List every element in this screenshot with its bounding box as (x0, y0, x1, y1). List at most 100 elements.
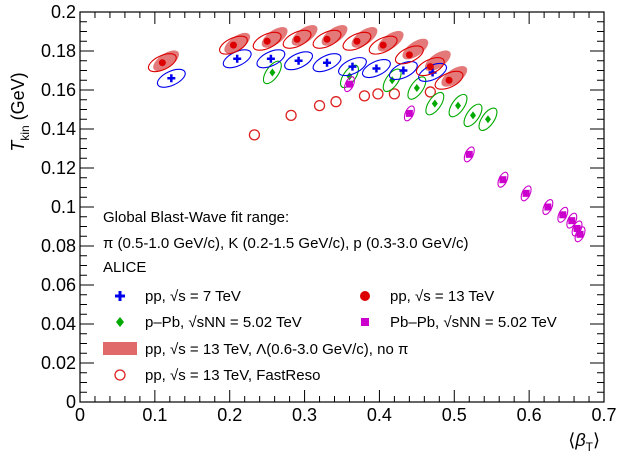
legend-marker-band (103, 342, 137, 355)
x-tick-label: 0 (75, 405, 85, 425)
data-point-cross (372, 64, 381, 73)
contour-ellipse (156, 68, 186, 88)
contour-ellipse (343, 76, 355, 93)
legend-entry-pp-13tev-lambda: pp, √s = 13 TeV, Λ(0.6-3.0 GeV/c), no π (103, 341, 408, 358)
y-tick-label: 0.16 (41, 80, 76, 100)
series-square (343, 76, 586, 243)
legend-label-pp-7tev: pp, √s = 7 TeV (145, 288, 241, 305)
data-point-square (405, 109, 413, 117)
contour-ellipse (403, 105, 415, 122)
y-tick-label: 0.18 (41, 41, 76, 61)
legend-entry-fastreso: pp, √s = 13 TeV, FastReso (114, 367, 320, 384)
x-tick-label: 0.5 (442, 405, 467, 425)
y-tick-label: 0.2 (51, 2, 76, 22)
y-tick-label: 0.08 (41, 236, 76, 256)
data-point-circle (426, 63, 434, 71)
data-point-circle (445, 76, 453, 84)
y-tick-label: 0.06 (41, 275, 76, 295)
x-tick-label: 0.6 (517, 405, 542, 425)
y-tick-label: 0.1 (51, 197, 76, 217)
data-point-cross (348, 62, 357, 71)
data-point-diamond (413, 84, 420, 93)
x-tick-label: 0.4 (367, 405, 392, 425)
data-point-circle (323, 35, 331, 43)
data-point-diamond (470, 111, 476, 120)
contour-ellipse (574, 226, 586, 243)
data-point-square (522, 189, 530, 197)
fastreso-point (372, 88, 384, 100)
x-tick-label: 0.7 (591, 405, 616, 425)
x-tick-label: 0.3 (292, 405, 317, 425)
legend-entry-pbpb: Pb–Pb, √sNN = 5.02 TeV (361, 314, 557, 331)
fastreso-point (330, 96, 342, 108)
data-point-cross (233, 54, 242, 63)
data-point-square (345, 80, 353, 88)
fastreso-point (358, 90, 371, 102)
band-ellipse (351, 27, 378, 48)
series-diamond (262, 60, 498, 131)
fastreso-point (248, 129, 261, 141)
contour-ellipse (557, 206, 569, 223)
contour-ellipse (368, 35, 398, 55)
data-point-square (576, 230, 584, 238)
data-point-square (544, 203, 552, 211)
data-point-diamond (455, 101, 462, 110)
legend-marker-circle (360, 291, 370, 301)
x-axis-title: ⟨βT⟩ (568, 430, 600, 454)
data-point-circle (293, 35, 301, 43)
contour-ellipse (282, 29, 312, 49)
data-point-cross (399, 66, 408, 75)
data-point-cross (323, 58, 332, 67)
contour-ellipse (394, 45, 424, 65)
contour-ellipse (361, 59, 391, 79)
contour-ellipse (434, 70, 464, 90)
fastreso-point (285, 109, 297, 121)
legend-marker-square (361, 318, 369, 326)
y-axis-title: Tkin (GeV) (8, 72, 32, 151)
data-point-cross (167, 74, 176, 83)
band-ellipse (291, 25, 318, 46)
contour-ellipse (566, 212, 578, 229)
contour-ellipse (284, 51, 314, 71)
legend-label-ppb: p–Pb, √sNN = 5.02 TeV (145, 314, 302, 331)
contour-ellipse (571, 220, 583, 237)
contour-ellipse (425, 91, 445, 116)
annotation-fit-range: Global Blast-Wave fit range: (103, 209, 289, 226)
data-point-diamond (484, 115, 491, 124)
legend-label-pbpb: Pb–Pb, √sNN = 5.02 TeV (390, 314, 557, 331)
data-point-circle (263, 37, 271, 45)
contour-ellipse (478, 107, 498, 131)
contour-ellipse (415, 57, 445, 77)
contour-ellipse (147, 53, 177, 73)
legend-marker-diamond (116, 317, 124, 327)
band-ellipse (153, 50, 180, 72)
contour-ellipse (338, 57, 367, 77)
legend-label-pp-13tev-lambda: pp, √s = 13 TeV, Λ(0.6-3.0 GeV/c), no π (145, 341, 408, 358)
y-tick-label: 0.12 (41, 158, 76, 178)
annotation-alice: ALICE (103, 259, 146, 276)
x-tick-label: 0.2 (217, 405, 242, 425)
contour-ellipse (542, 199, 554, 215)
contour-ellipse (407, 76, 427, 100)
contour-ellipse (497, 171, 509, 188)
data-point-square (559, 211, 567, 219)
contour-ellipse (252, 31, 282, 51)
y-tick-label: 0.14 (41, 119, 76, 139)
data-point-square (573, 224, 581, 232)
data-point-square (568, 217, 576, 225)
contour-ellipse (463, 103, 483, 128)
data-point-square (499, 176, 507, 184)
x-tick-label: 0.1 (142, 405, 167, 425)
contour-ellipse (448, 93, 468, 118)
contour-ellipse (256, 49, 286, 69)
contour-ellipse (520, 185, 532, 202)
fastreso-point (424, 86, 436, 98)
fastreso-point (388, 88, 401, 100)
band-ellipse (321, 25, 348, 46)
legend-entry-pp-7tev: pp, √s = 7 TeV (115, 288, 241, 305)
data-point-circle (158, 59, 166, 67)
band-ellipse (224, 32, 251, 54)
data-point-circle (353, 37, 361, 45)
legend-label-pp-13tev: pp, √s = 13 TeV (390, 288, 494, 305)
